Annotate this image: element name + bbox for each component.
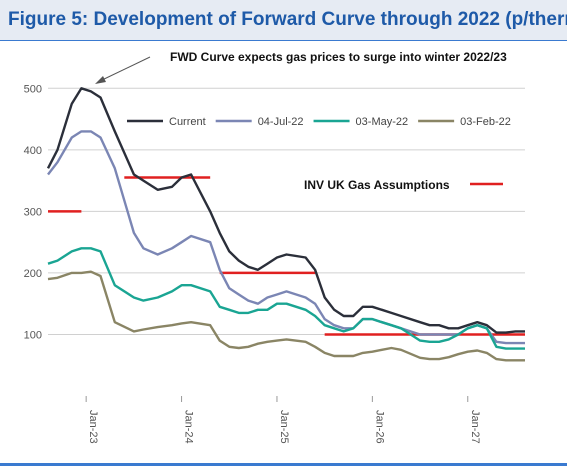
assumption-markers <box>48 176 525 336</box>
legend-label: 04-Jul-22 <box>258 116 304 128</box>
series-lines <box>46 87 525 362</box>
bottom-divider <box>0 463 567 466</box>
x-tick-label: Jan-25 <box>278 410 290 444</box>
y-axis: 100 200 300 400 500 <box>24 83 42 341</box>
series-line <box>47 270 525 362</box>
x-tick-label: Jan-27 <box>469 410 481 444</box>
x-tick-label: Jan-24 <box>183 410 195 444</box>
series-line <box>46 87 525 334</box>
y-tick-label: 500 <box>24 83 42 95</box>
annotation-arrow <box>95 56 151 84</box>
y-tick-label: 300 <box>24 206 42 218</box>
legend-label: 03-May-22 <box>356 116 409 128</box>
assumption-legend: INV UK Gas Assumptions <box>304 178 503 192</box>
legend-label: 03-Feb-22 <box>460 116 511 128</box>
y-tick-label: 100 <box>24 329 42 341</box>
y-tick-label: 200 <box>24 268 42 280</box>
figure-title: Figure 5: Development of Forward Curve t… <box>8 9 567 30</box>
legend: Current 04-Jul-22 03-May-22 03-Feb-22 <box>127 116 511 128</box>
forward-curve-chart: FWD Curve expects gas prices to surge in… <box>24 50 525 444</box>
annotation-text: FWD Curve expects gas prices to surge in… <box>170 50 507 64</box>
series-line <box>47 247 525 350</box>
title-divider <box>0 40 567 41</box>
figure-title-bar: Figure 5: Development of Forward Curve t… <box>0 0 567 40</box>
x-tick-label: Jan-26 <box>373 410 385 444</box>
x-axis: Jan-23 Jan-24 Jan-25 Jan-26 Jan-27 <box>85 396 481 444</box>
assumption-label: INV UK Gas Assumptions <box>304 178 450 192</box>
x-tick-label: Jan-23 <box>87 410 99 444</box>
y-tick-label: 400 <box>24 145 42 157</box>
legend-label: Current <box>169 116 206 128</box>
series-line <box>47 130 525 345</box>
